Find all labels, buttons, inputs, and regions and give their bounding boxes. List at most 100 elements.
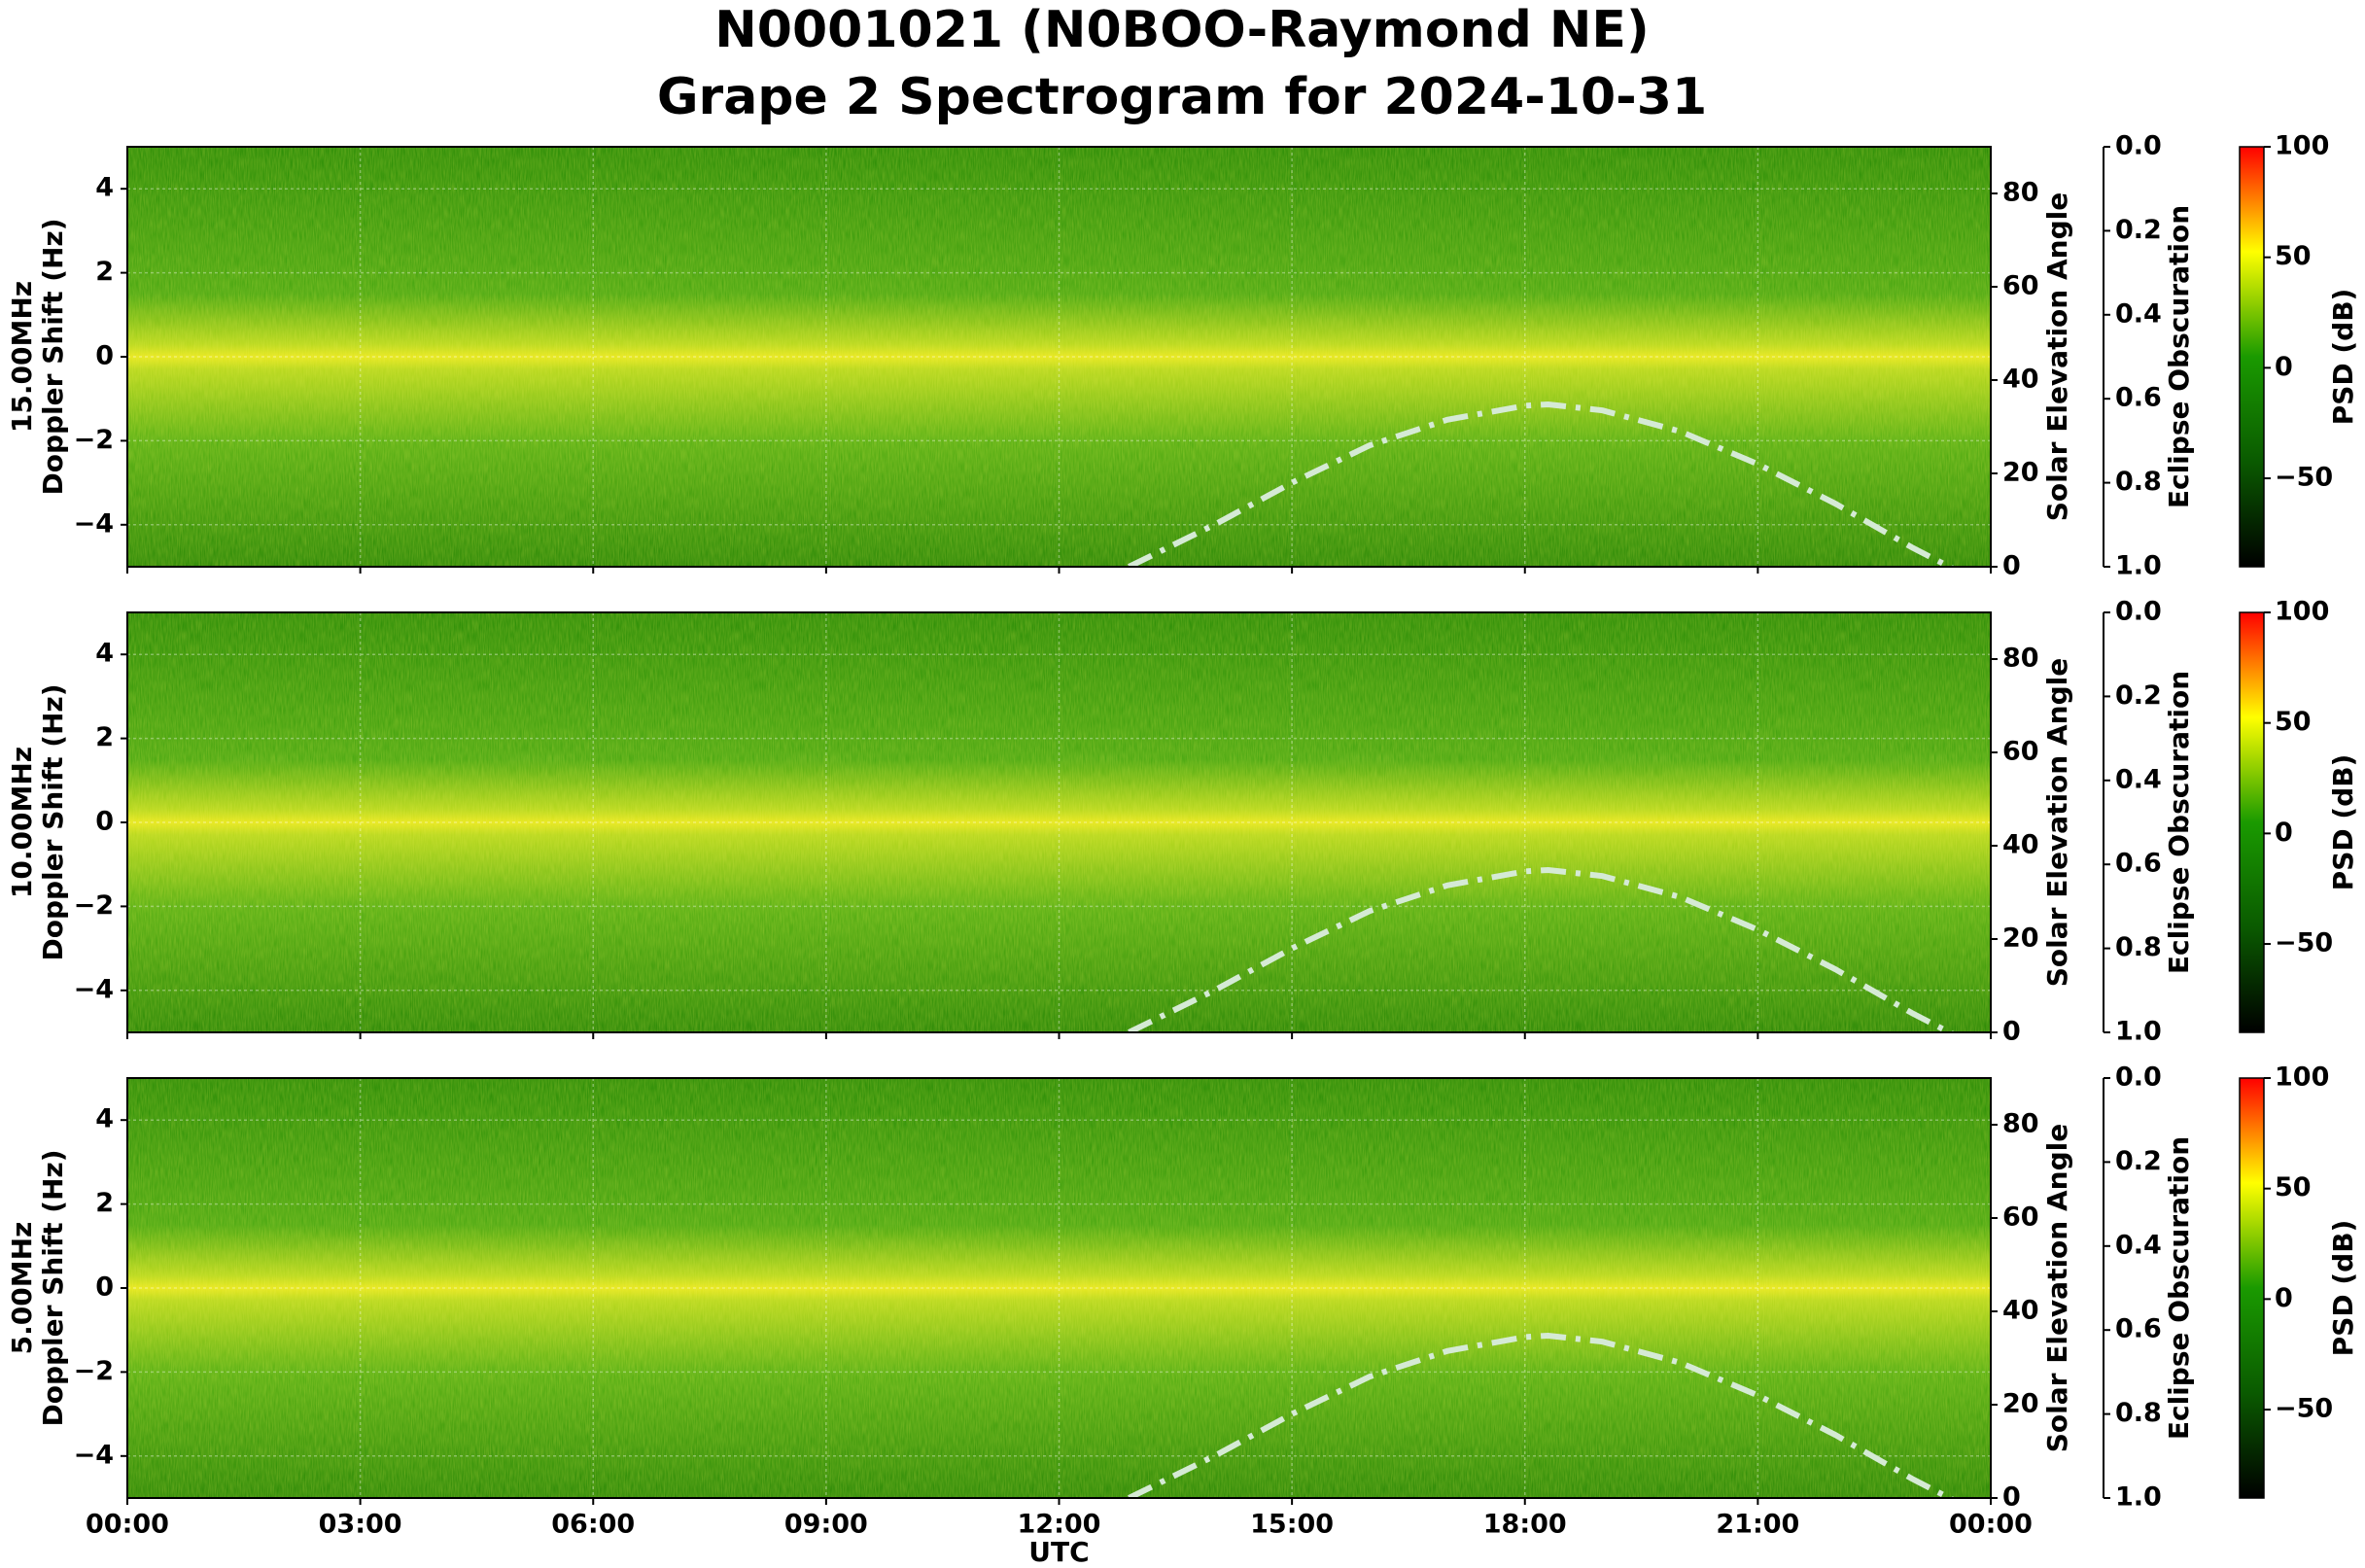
- eclipse-tick-label: 0.6: [2115, 849, 2162, 879]
- eclipse-tick-label: 0.0: [2115, 131, 2162, 161]
- x-tick-label: 15:00: [1250, 1510, 1334, 1540]
- eclipse-tick-label: 0.4: [2115, 298, 2162, 329]
- x-tick-label: 18:00: [1483, 1510, 1567, 1540]
- colorbar-tick-label: −50: [2275, 928, 2333, 958]
- y2-tick-label: 40: [2002, 830, 2039, 860]
- eclipse-tick-label: 1.0: [2115, 1482, 2162, 1513]
- y-axis-label: 15.00MHz: [6, 281, 38, 433]
- y2-tick-label: 20: [2002, 923, 2039, 954]
- colorbar-tick-label: 50: [2275, 1172, 2312, 1202]
- x-tick-label: 12:00: [1018, 1510, 1101, 1540]
- plot-frame: [126, 146, 1992, 568]
- y2-tick-label: 0: [2002, 551, 2021, 581]
- y2-tick-label: 0: [2002, 1017, 2021, 1047]
- eclipse-tick-label: 0.0: [2115, 1063, 2162, 1093]
- eclipse-tick-label: 0.8: [2115, 467, 2162, 497]
- y-axis-label: 10.00MHz: [6, 747, 38, 898]
- colorbar-label: PSD (dB): [2327, 754, 2359, 891]
- y2-tick-label: 20: [2002, 1389, 2039, 1419]
- y2-tick-label: 80: [2002, 178, 2039, 208]
- x-tick-label: 03:00: [319, 1510, 402, 1540]
- x-tick-label: 21:00: [1716, 1510, 1799, 1540]
- x-axis-label: UTC: [1028, 1536, 1089, 1568]
- eclipse-axis-label: Eclipse Obscuration: [2163, 1136, 2195, 1440]
- y-axis-label: Doppler Shift (Hz): [37, 218, 69, 495]
- eclipse-tick-label: 0.4: [2115, 1230, 2162, 1260]
- eclipse-tick-label: 0.4: [2115, 764, 2162, 794]
- eclipse-tick-label: 0.2: [2115, 680, 2162, 711]
- eclipse-axis-label: Eclipse Obscuration: [2163, 671, 2195, 974]
- eclipse-tick-label: 1.0: [2115, 1017, 2162, 1047]
- y-tick-label: −2: [74, 1356, 114, 1386]
- colorbar-tick-label: 50: [2275, 241, 2312, 271]
- colorbar: [2239, 611, 2265, 1033]
- eclipse-tick-label: 0.2: [2115, 1146, 2162, 1176]
- y-tick-label: −2: [74, 425, 114, 455]
- colorbar-tick-label: 100: [2275, 597, 2329, 627]
- x-tick-label: 00:00: [86, 1510, 169, 1540]
- colorbar-tick-label: 0: [2275, 352, 2293, 382]
- eclipse-tick-label: 1.0: [2115, 551, 2162, 581]
- y2-tick-label: 80: [2002, 644, 2039, 674]
- colorbar-tick-label: −50: [2275, 463, 2333, 493]
- spectrogram-texture: [127, 612, 1991, 1032]
- solar-elevation-line: [1128, 401, 1956, 567]
- y2-tick-label: 80: [2002, 1109, 2039, 1139]
- y-tick-label: −4: [74, 1440, 114, 1470]
- y-tick-label: 4: [95, 1104, 114, 1134]
- plot-frame: [126, 1077, 1992, 1499]
- spectrogram-texture: [127, 1078, 1991, 1498]
- solar-elevation-line: [1128, 866, 1956, 1032]
- y2-tick-label: 60: [2002, 737, 2039, 767]
- colorbar-label: PSD (dB): [2327, 1220, 2359, 1357]
- title-line: Grape 2 Spectrogram for 2024-10-31: [657, 68, 1707, 126]
- eclipse-tick-label: 0.6: [2115, 1314, 2162, 1344]
- colorbar-tick-label: 50: [2275, 707, 2312, 737]
- y2-tick-label: 20: [2002, 458, 2039, 488]
- y-axis-label: Doppler Shift (Hz): [37, 1149, 69, 1426]
- spectrogram-texture: [127, 147, 1991, 567]
- solar-elevation-line: [1128, 1332, 1956, 1498]
- x-tick-label: 00:00: [1949, 1510, 2033, 1540]
- y-tick-label: 4: [95, 639, 114, 669]
- colorbar-tick-label: 100: [2275, 131, 2329, 161]
- y2-tick-label: 0: [2002, 1482, 2021, 1513]
- eclipse-axis-label: Eclipse Obscuration: [2163, 205, 2195, 508]
- y2-tick-label: 60: [2002, 1202, 2039, 1233]
- y2-axis-label: Solar Elevation Angle: [2041, 1124, 2073, 1452]
- y-axis-label: 5.00MHz: [6, 1222, 38, 1355]
- colorbar-tick-label: 0: [2275, 1283, 2293, 1313]
- colorbar: [2239, 146, 2265, 568]
- eclipse-tick-label: 0.6: [2115, 383, 2162, 413]
- colorbar-tick-label: 0: [2275, 818, 2293, 848]
- y2-axis-label: Solar Elevation Angle: [2041, 192, 2073, 521]
- y-tick-label: −4: [74, 974, 114, 1004]
- x-tick-label: 06:00: [551, 1510, 635, 1540]
- y2-tick-label: 60: [2002, 271, 2039, 301]
- y-axis-label: Doppler Shift (Hz): [37, 683, 69, 960]
- x-tick-label: 09:00: [784, 1510, 868, 1540]
- eclipse-tick-label: 0.8: [2115, 1398, 2162, 1428]
- y2-tick-label: 40: [2002, 365, 2039, 395]
- colorbar: [2239, 1077, 2265, 1499]
- colorbar-tick-label: −50: [2275, 1394, 2333, 1424]
- y2-axis-label: Solar Elevation Angle: [2041, 658, 2073, 987]
- y-tick-label: 2: [95, 1188, 114, 1218]
- eclipse-tick-label: 0.0: [2115, 597, 2162, 627]
- y-tick-label: 0: [95, 807, 114, 837]
- title-line: N0001021 (N0BOO-Raymond NE): [714, 1, 1649, 59]
- plot-frame: [126, 611, 1992, 1033]
- y-tick-label: 0: [95, 1272, 114, 1303]
- y-tick-label: −2: [74, 890, 114, 921]
- y-tick-label: 2: [95, 722, 114, 752]
- eclipse-tick-label: 0.8: [2115, 932, 2162, 962]
- colorbar-label: PSD (dB): [2327, 289, 2359, 426]
- y-tick-label: 2: [95, 257, 114, 287]
- y-tick-label: −4: [74, 508, 114, 539]
- y2-tick-label: 40: [2002, 1296, 2039, 1326]
- colorbar-tick-label: 100: [2275, 1063, 2329, 1093]
- y-tick-label: 0: [95, 341, 114, 371]
- y-tick-label: 4: [95, 173, 114, 203]
- eclipse-tick-label: 0.2: [2115, 215, 2162, 245]
